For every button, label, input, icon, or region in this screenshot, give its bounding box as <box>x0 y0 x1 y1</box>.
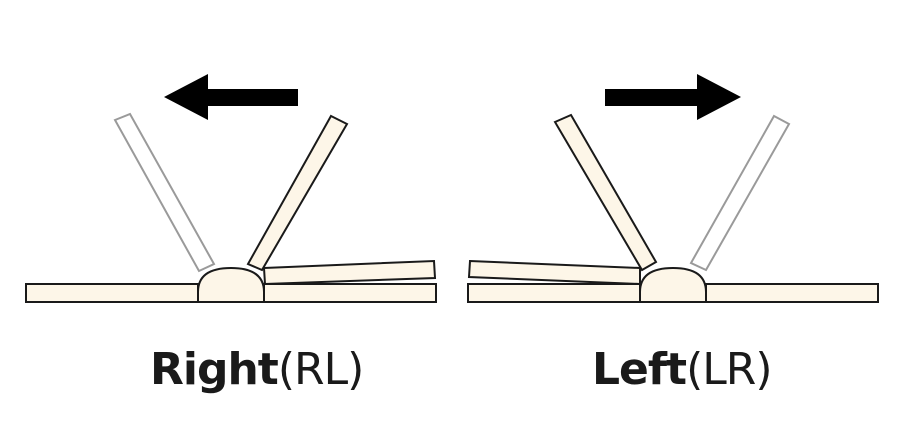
right-cover-left <box>705 283 879 303</box>
spine-left <box>639 266 707 303</box>
left-cover-right <box>25 283 199 303</box>
turning-page-left <box>553 113 658 272</box>
book-left-binding <box>467 74 879 303</box>
caption-right-binding: Right(RL) <box>150 340 364 400</box>
right-stack-upper <box>262 259 437 286</box>
caption-left-binding: Left(LR) <box>592 340 772 400</box>
spine-right <box>197 266 265 303</box>
ghost-page-left <box>689 114 791 272</box>
turning-page-right <box>246 114 349 272</box>
arrow-left-icon <box>164 74 298 120</box>
arrow-right-icon <box>605 74 741 120</box>
caption-left-paren: (LR) <box>686 344 772 395</box>
ghost-page-right <box>113 112 216 273</box>
left-stack-upper <box>467 259 641 286</box>
caption-right-bold: Right <box>150 344 279 395</box>
caption-left-bold: Left <box>592 344 687 395</box>
caption-right-paren: (RL) <box>277 344 364 395</box>
right-stack-lower <box>263 283 437 303</box>
book-right-binding <box>25 74 437 303</box>
left-stack-lower <box>467 283 641 303</box>
